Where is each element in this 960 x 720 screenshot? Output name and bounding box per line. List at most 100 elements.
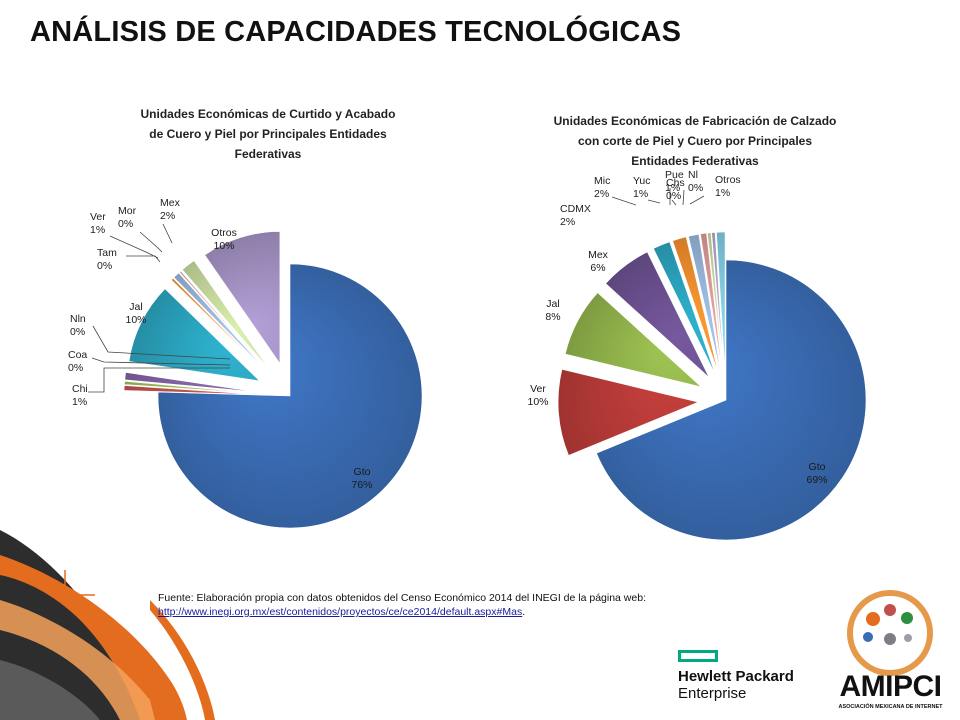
slice-percent: 1% <box>90 224 105 236</box>
hpe-logo-line2: Enterprise <box>678 685 747 702</box>
source-text: Fuente: Elaboración propia con datos obt… <box>158 592 646 604</box>
hpe-logo: Hewlett Packard Enterprise <box>678 650 808 702</box>
pie-slice-otros <box>204 231 281 365</box>
data-label-mex: Mex 2% <box>160 197 181 222</box>
pie-slice-nl <box>711 232 725 373</box>
pie-slice-jal <box>564 292 702 388</box>
slice-name: Mex <box>160 197 181 209</box>
slice-name: Jal <box>546 298 559 310</box>
slice-percent: 10% <box>527 396 548 408</box>
page-title: ANÁLISIS DE CAPACIDADES TECNOLÓGICAS <box>30 16 682 48</box>
leader-line-mic <box>611 196 637 206</box>
data-label-mic: Mic 2% <box>594 175 610 200</box>
data-label-jal: Jal 8% <box>545 298 560 323</box>
slice-name: Nln <box>70 313 86 325</box>
leader-line-nln <box>92 325 231 360</box>
decorative-swoosh <box>0 530 215 720</box>
amipci-wordmark: AMIPCI <box>839 670 943 703</box>
slice-name: Chs <box>666 177 685 189</box>
data-label-mex: Mex 6% <box>588 249 609 274</box>
slice-percent: 0% <box>118 218 133 230</box>
slice-name: Yuc <box>633 175 651 187</box>
pie-slice-gto <box>157 263 423 529</box>
leader-line-yuc <box>647 199 661 204</box>
data-label-ver: Ver 10% <box>527 383 548 408</box>
slice-name: Pue <box>665 169 684 181</box>
pie-slice-nln <box>124 372 257 393</box>
data-label-otros: Otros 10% <box>211 227 237 252</box>
slice-percent: 0% <box>688 182 703 194</box>
data-label-pue: Pue 1% <box>665 169 684 194</box>
slice-name: Nl <box>688 169 698 181</box>
leader-line-mex <box>162 223 173 244</box>
slice-percent: 0% <box>70 326 85 338</box>
hpe-logo-line1: Hewlett Packard <box>678 668 794 685</box>
data-label-cdmx: CDMX 2% <box>560 203 591 228</box>
source-link[interactable]: http://www.inegi.org.mx/est/contenidos/p… <box>158 606 523 618</box>
data-label-chs: Chs 0% <box>666 177 685 202</box>
leader-line-tam <box>126 255 161 263</box>
data-label-chi: Chi 1% <box>72 383 88 408</box>
slice-percent: 0% <box>97 260 112 272</box>
pie-slice-mex <box>605 251 710 378</box>
pie-slice-chs <box>707 232 724 373</box>
slice-percent: 10% <box>125 314 146 326</box>
slice-name: Mic <box>594 175 610 187</box>
chart-calzado: Unidades Económicas de Fabricación de Ca… <box>527 114 867 541</box>
data-label-yuc: Yuc 1% <box>633 175 651 200</box>
slice-percent: 2% <box>560 216 575 228</box>
amipci-logo-graphic <box>847 590 933 676</box>
pie-slice-mor <box>179 270 268 371</box>
leader-line-nl <box>682 189 685 206</box>
pie-slice-ver <box>173 272 267 372</box>
slice-name: Otros <box>715 174 741 186</box>
pie-slice-tam <box>170 277 267 373</box>
slice-percent: 0% <box>666 190 681 202</box>
leader-line-otros <box>689 195 705 205</box>
slice-percent: 8% <box>545 311 560 323</box>
hpe-rectangle-icon <box>678 650 718 662</box>
data-label-jal: Jal 10% <box>125 301 146 326</box>
slice-percent: 1% <box>715 187 730 199</box>
pie-slice-jal <box>128 288 261 382</box>
chart-curtido-cuero: Unidades Económicas de Curtido y Acabado… <box>68 107 423 529</box>
pie-slice-pue <box>700 232 723 373</box>
pie-slice-otros <box>716 231 726 373</box>
data-label-coa: Coa 0% <box>68 349 87 374</box>
slice-name: Coa <box>68 349 87 361</box>
chart-title: Unidades Económicas de Fabricación de Ca… <box>554 114 837 168</box>
slice-percent: 2% <box>160 210 175 222</box>
pie-slice-ver <box>557 368 700 456</box>
leader-line-ver <box>109 235 159 259</box>
slice-name: Tam <box>97 247 117 259</box>
slice-percent: 6% <box>590 262 605 274</box>
source-trail: . <box>522 606 526 618</box>
data-label-otros: Otros 1% <box>715 174 741 199</box>
chart-title: Unidades Económicas de Curtido y Acabado… <box>141 107 396 161</box>
data-label-nl: Nl 0% <box>688 169 703 194</box>
slice-name: Mor <box>118 205 137 217</box>
slice-percent: 76% <box>351 479 372 491</box>
pie-slice-mic <box>672 236 719 374</box>
slice-name: Mex <box>588 249 609 261</box>
data-label-tam: Tam 0% <box>97 247 117 272</box>
slice-percent: 1% <box>665 182 680 194</box>
leader-line-chs <box>671 199 677 206</box>
amipci-logo: AMIPCI ASOCIACIÓN MEXICANA DE INTERNET <box>828 590 953 715</box>
source-note: Fuente: Elaboración propia con datos obt… <box>158 591 758 619</box>
pie-slice-mex <box>181 260 270 370</box>
slice-name: Jal <box>129 301 142 313</box>
slice-name: Chi <box>72 383 88 395</box>
data-label-ver: Ver 1% <box>90 211 106 236</box>
pie-slice-chi <box>123 385 257 395</box>
pie-slice-cdmx <box>652 241 716 375</box>
slice-name: Otros <box>211 227 237 239</box>
slice-percent: 2% <box>594 188 609 200</box>
slice-percent: 10% <box>213 240 234 252</box>
slice-percent: 1% <box>633 188 648 200</box>
slice-name: CDMX <box>560 203 591 215</box>
leader-line-coa <box>91 357 231 366</box>
data-label-mor: Mor 0% <box>118 205 137 230</box>
slice-percent: 1% <box>72 396 87 408</box>
